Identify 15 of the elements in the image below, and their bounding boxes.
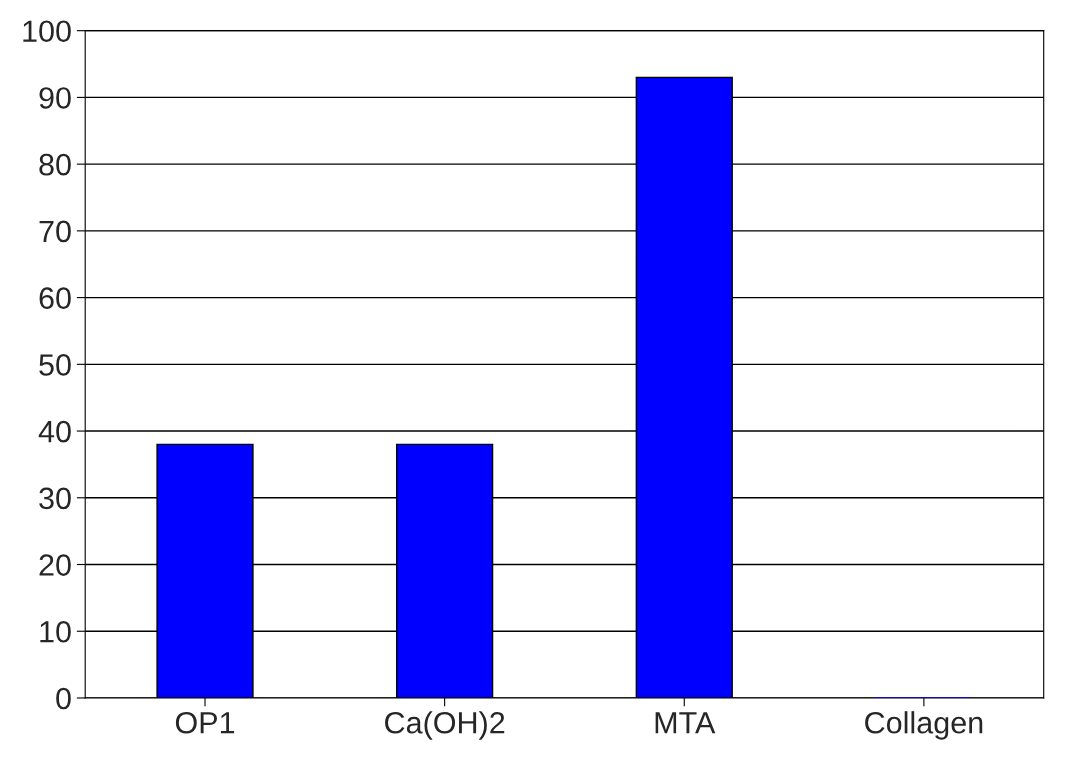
y-tick-label: 20 [39,554,71,576]
y-tick-label: 30 [39,487,71,510]
x-tick-label: MTA [655,712,716,734]
y-tick-label: 50 [39,354,71,376]
y-tick-label: 90 [39,87,71,109]
x-tick-label: Ca(OH)2 [385,711,505,740]
x-tick-label: OP1 [175,711,235,734]
y-tick-label: 0 [56,687,71,710]
y-tick-label: 80 [39,153,71,176]
x-tick-label: Collagen [865,711,983,740]
y-tick-label: 40 [38,420,71,443]
y-tick-label: 60 [39,287,71,309]
y-tick-label: 10 [40,620,71,643]
y-tick-label: 70 [39,220,71,243]
y-tick-label: 100 [23,20,71,43]
